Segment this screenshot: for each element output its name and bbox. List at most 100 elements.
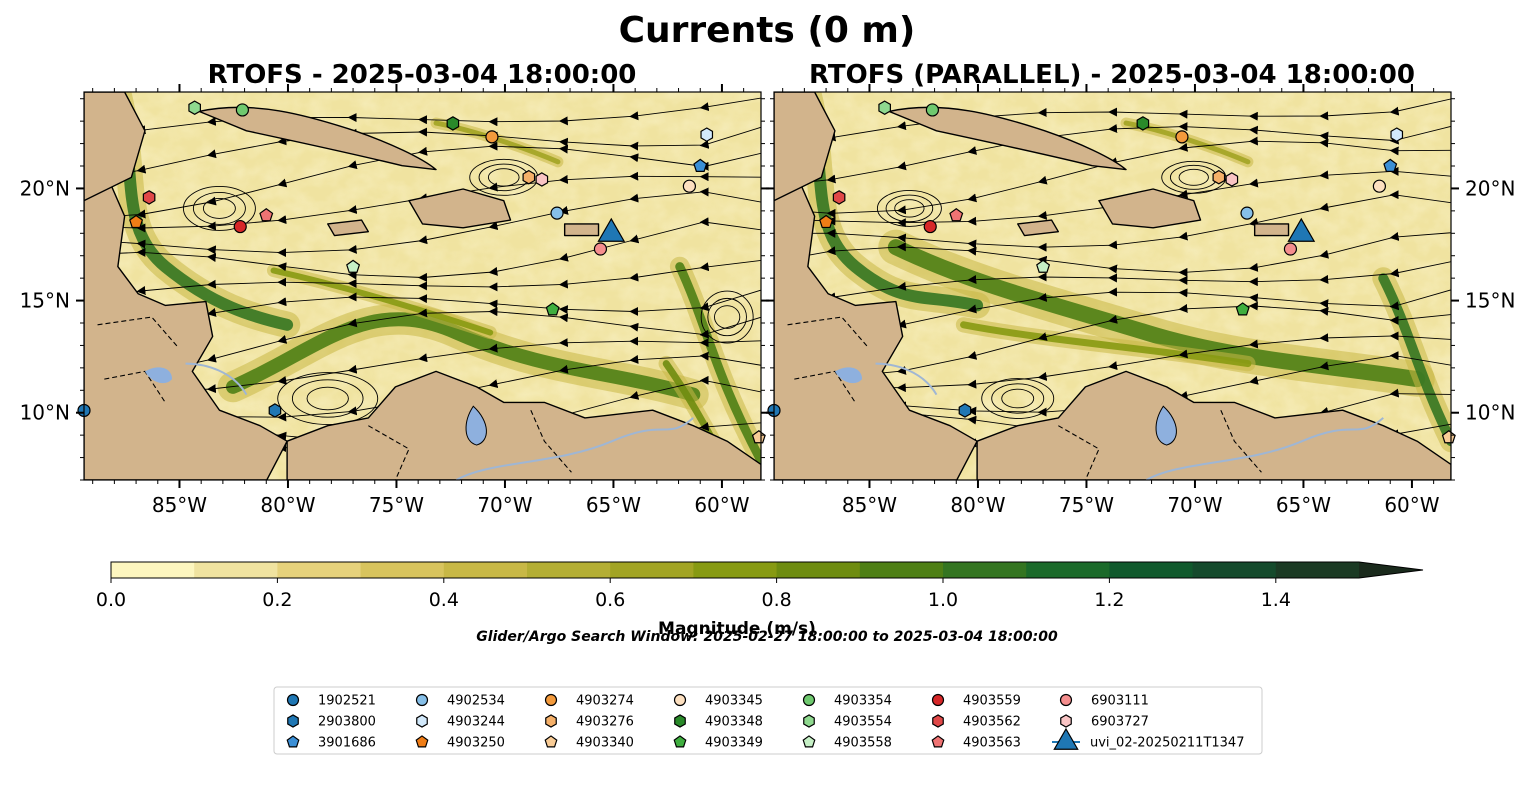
colorbar-segment [111,562,195,578]
legend-label: 4903562 [963,715,1021,730]
platform-marker-4903354 [235,103,250,117]
colorbar: 0.0 0.2 0.4 0.6 0.8 1.0 1.2 1.4 [96,561,1424,611]
streamline [84,260,761,300]
platform-marker-6903111 [593,242,608,256]
right-map-panel: 85°W 80°W 75°W 70°W 65°W 60°W 10°N 15°N 20°N [766,84,1515,517]
platform-marker-4903563 [949,208,964,222]
platform-marker-4903554 [878,100,891,115]
platform-marker-2903800 [958,403,972,418]
colorbar-segment [1192,562,1277,578]
colorbar-segment [1109,562,1194,578]
platform-marker-4903345 [1372,179,1386,193]
legend-marker-4903354 [802,693,816,707]
land-mass [774,92,836,202]
x-tick-label: 85°W [152,493,207,517]
platform-marker-4902534 [1240,206,1254,220]
legend-label: 4903348 [705,715,763,730]
legend-label: 4903244 [447,715,505,730]
legend-marker-4903554 [803,714,815,728]
colorbar-tick-label: 0.6 [595,589,625,611]
platform-marker-4903558 [1036,259,1051,273]
platform-marker-4903274 [1175,130,1189,144]
colorbar-segment [943,562,1027,578]
eddy-streamline [894,199,925,218]
colorbar-segment [693,562,778,578]
eddy-streamline [707,297,747,337]
platform-marker-4903562 [832,190,846,205]
legend-marker-4903276 [545,714,557,728]
legend-marker-4903340 [544,735,558,748]
eddy-streamline [885,194,934,223]
legend-label: 4903558 [834,736,892,751]
x-tick-label: 60°W [694,493,749,517]
platform-marker-3901686 [693,158,708,172]
eddy-streamline [876,189,942,227]
legend-label: 4903554 [834,715,892,730]
platform-legend: 1902521 2903800 3901686 4902534 4903244 49032… [273,686,1263,755]
lake [834,367,863,384]
legend-label: 4903349 [705,736,763,751]
left-map-panel: 85°W 80°W 75°W 70°W 65°W 60°W 10°N 15°N 20°N [20,84,769,517]
map-frame [83,91,762,481]
colorbar-tick-label: 0.4 [429,589,459,611]
platform-marker-4903559 [233,219,247,234]
eddy-streamline [182,185,256,231]
platform-marker-4903345 [682,179,696,193]
x-tick-label: 65°W [586,493,641,517]
x-tick-label: 60°W [1384,493,1439,517]
platform-marker-4903559 [923,219,937,234]
river [185,362,248,396]
colorbar-tick-label: 0.2 [262,589,292,611]
land-mass [888,106,1127,171]
colorbar-segment [610,562,694,578]
colorbar-tick-label: 0.8 [761,589,791,611]
legend-label: 4903274 [576,694,634,709]
legend-label: 4903563 [963,736,1021,751]
platform-marker-4903274 [485,130,499,144]
legend-marker-4903562 [932,714,944,728]
colorbar-segment [1275,562,1360,578]
map-axes: 85°W 80°W 75°W 70°W 65°W 60°W 10°N 15°N 20°N [20,84,769,517]
legend-label: 6903727 [1091,715,1149,730]
river [1145,417,1384,480]
map-frame [773,91,1452,481]
figure-title: Currents (0 m) [619,10,916,51]
legend-marker-4903244 [416,714,428,728]
border-line [530,409,572,473]
colorbar-tick-label: 0.0 [96,589,126,611]
legend-marker-6903727 [1060,714,1072,728]
land-mass [327,219,370,237]
land-mass [408,188,512,229]
platform-marker-4903250 [819,214,834,229]
eddy-streamline [991,383,1045,414]
y-tick-label: 15°N [20,289,70,313]
x-tick-label: 85°W [842,493,897,517]
border-line [787,316,870,349]
platform-marker-4903340 [1441,430,1456,444]
legend-marker-4903563 [931,735,945,748]
legend-label: 4903250 [447,736,505,751]
land-mass [976,370,1451,480]
legend-marker-4903559 [931,693,945,707]
platform-marker-4903244 [1390,127,1404,142]
x-tick-label: 70°W [1167,493,1222,517]
colorbar-tick-label: 1.4 [1261,589,1291,611]
eddy-streamline [487,168,520,187]
border-line [1220,409,1262,473]
legend-marker-2903800 [287,714,299,728]
platform-marker-4902534 [550,206,564,220]
eddy-streamline [192,191,246,225]
eddy-streamline [291,379,364,418]
colorbar-tick-label: 1.0 [928,589,958,611]
lake [144,367,173,384]
land-mass [774,168,978,480]
colorbar-segment [194,562,278,578]
legend-marker-6903111 [1059,693,1073,707]
river [875,362,938,396]
land-mass [1098,188,1202,229]
platform-marker-4903554 [188,100,201,115]
land-mass [1017,219,1060,237]
platform-marker-4903563 [259,208,274,222]
eddy-streamline [306,386,349,411]
